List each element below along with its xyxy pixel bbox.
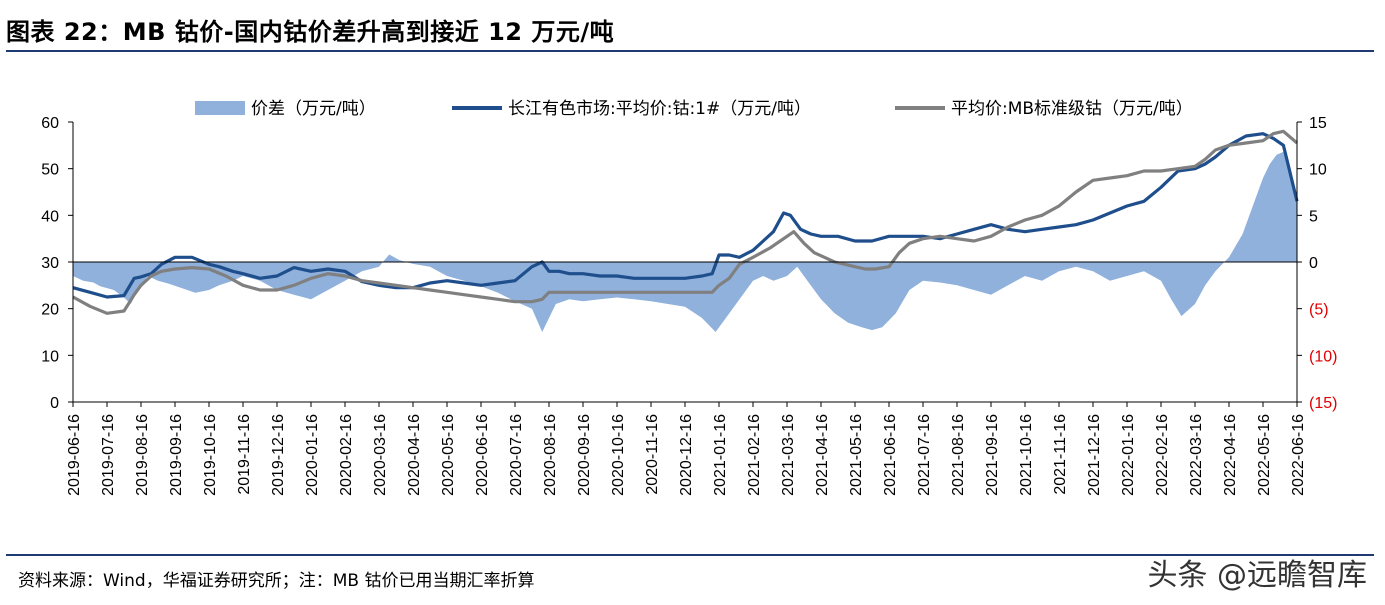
x-tick-label: 2019-09-16 — [168, 414, 185, 496]
x-tick-label: 2020-06-16 — [474, 414, 491, 496]
series-spread-area — [73, 151, 1297, 332]
x-tick-label: 2020-09-16 — [576, 414, 593, 496]
x-tick-label: 2021-03-16 — [780, 414, 797, 496]
x-tick-label: 2020-12-16 — [678, 414, 695, 496]
x-tick-label: 2020-04-16 — [406, 414, 423, 496]
right-tick-label: (15) — [1309, 395, 1337, 412]
right-tick-label: 15 — [1309, 115, 1327, 132]
right-tick-label: (10) — [1309, 348, 1337, 365]
x-tick-label: 2021-12-16 — [1086, 414, 1103, 496]
legend-item-mb: 平均价:MB标准级钴（万元/吨） — [895, 99, 1193, 119]
left-tick-label: 20 — [41, 302, 59, 319]
left-tick-label: 30 — [41, 255, 59, 272]
left-tick-label: 50 — [41, 162, 59, 179]
legend-label: 平均价:MB标准级钴（万元/吨） — [951, 99, 1193, 119]
legend: 价差（万元/吨） 长江有色市场:平均价:钴:1#（万元/吨） 平均价:MB标准级钴（… — [195, 99, 1193, 119]
plot-area — [72, 129, 1299, 332]
x-tick-label: 2022-02-16 — [1154, 414, 1171, 496]
x-tick-label: 2021-06-16 — [882, 414, 899, 496]
right-tick-label: 0 — [1309, 255, 1318, 272]
legend-swatch — [195, 101, 245, 115]
x-tick-label: 2022-04-16 — [1222, 414, 1239, 496]
x-tick-label: 2020-02-16 — [338, 414, 355, 496]
x-tick-label: 2019-11-16 — [236, 414, 253, 495]
left-tick-label: 0 — [50, 395, 59, 412]
page-title: 图表 22：MB 钴价-国内钴价差升高到接近 12 万元/吨 — [6, 18, 615, 46]
x-tick-label: 2020-11-16 — [644, 414, 661, 495]
x-tick-label: 2021-07-16 — [916, 414, 933, 496]
x-tick-label: 2021-11-16 — [1052, 414, 1069, 495]
left-tick-label: 60 — [41, 115, 59, 132]
watermark: 头条 @远瞻智库 — [1147, 558, 1367, 593]
right-tick-label: 10 — [1309, 162, 1327, 179]
axes: 0 10 20 30 40 50 60 (15) (10) (5) 0 5 10 15 2019-06-16… — [41, 115, 1337, 496]
x-tick-label: 2019-10-16 — [202, 414, 219, 496]
top-divider — [6, 50, 1374, 52]
bottom-divider — [6, 554, 1374, 556]
right-tick-label: 5 — [1309, 208, 1318, 225]
x-tick-label: 2022-03-16 — [1188, 414, 1205, 496]
left-tick-label: 40 — [41, 208, 59, 225]
x-tick-label: 2019-12-16 — [270, 414, 287, 496]
right-tick-label: (5) — [1309, 302, 1329, 319]
left-tick-label: 10 — [41, 348, 59, 365]
x-tick-label: 2019-07-16 — [100, 414, 117, 496]
x-tick-label: 2020-01-16 — [304, 414, 321, 496]
x-tick-label: 2019-08-16 — [134, 414, 151, 496]
x-tick-label: 2020-08-16 — [542, 414, 559, 496]
x-tick-label: 2020-05-16 — [440, 414, 457, 496]
x-tick-label: 2021-08-16 — [950, 414, 967, 496]
series-mb-line — [72, 129, 1299, 315]
x-tick-label: 2022-01-16 — [1120, 414, 1137, 496]
source-note: 资料来源：Wind，华福证券研究所；注：MB 钴价已用当期汇率折算 — [18, 571, 535, 591]
x-tick-label: 2019-06-16 — [66, 414, 83, 496]
legend-item-spread: 价差（万元/吨） — [195, 99, 376, 119]
legend-label: 价差（万元/吨） — [251, 99, 376, 119]
x-tick-label: 2021-01-16 — [712, 414, 729, 496]
series-changjiang-line — [72, 132, 1299, 299]
x-tick-label: 2020-10-16 — [610, 414, 627, 496]
x-tick-label: 2022-05-16 — [1256, 414, 1273, 496]
x-tick-label: 2022-06-16 — [1290, 414, 1307, 496]
x-tick-label: 2021-05-16 — [848, 414, 865, 496]
x-tick-label: 2021-09-16 — [984, 414, 1001, 496]
legend-item-changjiang: 长江有色市场:平均价:钴:1#（万元/吨） — [452, 99, 811, 119]
x-tick-label: 2021-04-16 — [814, 414, 831, 496]
x-tick-label: 2021-10-16 — [1018, 414, 1035, 496]
x-tick-label: 2021-02-16 — [746, 414, 763, 496]
legend-label: 长江有色市场:平均价:钴:1#（万元/吨） — [508, 99, 811, 119]
x-tick-label: 2020-03-16 — [372, 414, 389, 496]
x-tick-label: 2020-07-16 — [508, 414, 525, 496]
